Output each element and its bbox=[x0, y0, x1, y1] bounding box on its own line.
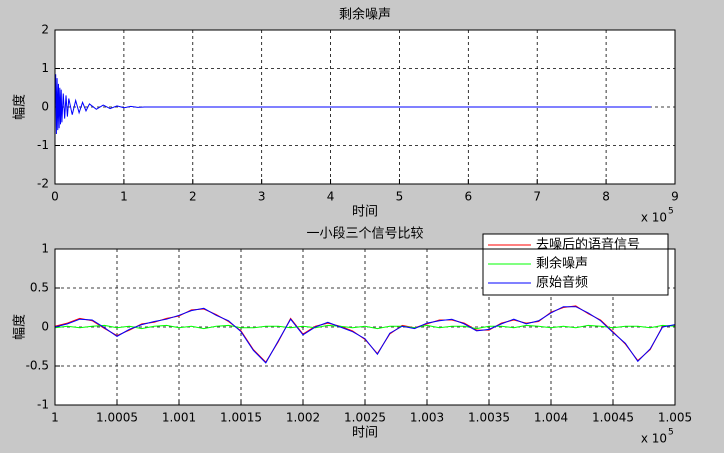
legend-label: 原始音频 bbox=[536, 275, 588, 291]
x-exponent-power: 5 bbox=[668, 428, 674, 438]
x-tick-label: 1.004 bbox=[534, 411, 568, 425]
legend-label: 剩余噪声 bbox=[536, 256, 588, 272]
x-tick-label: 3 bbox=[258, 190, 266, 204]
y-tick-label: -1 bbox=[37, 138, 49, 152]
x-tick-label: 1.0045 bbox=[592, 411, 634, 425]
axes-frame bbox=[54, 29, 676, 185]
x-exponent-base: x 10 bbox=[641, 211, 667, 225]
x-tick-label: 1.0035 bbox=[468, 411, 510, 425]
x-tick-label: 1.0015 bbox=[220, 411, 262, 425]
x-axis-label: 时间 bbox=[352, 426, 378, 441]
y-axis-label: 幅度 bbox=[12, 314, 28, 340]
x-tick-label: 1.0025 bbox=[344, 411, 386, 425]
x-axis-label: 时间 bbox=[352, 205, 378, 220]
x-tick-label: 1.001 bbox=[162, 411, 196, 425]
x-tick-label: 1.003 bbox=[410, 411, 444, 425]
line-series bbox=[54, 324, 676, 330]
x-tick-label: 1.005 bbox=[658, 411, 692, 425]
x-tick-label: 7 bbox=[533, 190, 541, 204]
x-tick-label: 5 bbox=[396, 190, 404, 204]
y-tick-label: 0 bbox=[41, 100, 49, 114]
y-tick-label: 2 bbox=[41, 23, 49, 37]
line-series bbox=[54, 74, 651, 134]
x-tick-label: 8 bbox=[602, 190, 610, 204]
y-axis-label: 幅度 bbox=[12, 94, 28, 120]
chart-title: 剩余噪声 bbox=[339, 7, 391, 23]
x-tick-label: 6 bbox=[465, 190, 473, 204]
y-tick-label: -1 bbox=[37, 398, 49, 412]
x-exponent-base: x 10 bbox=[641, 432, 667, 446]
x-tick-label: 9 bbox=[671, 190, 679, 204]
chart-title: 一小段三个信号比较 bbox=[306, 227, 423, 242]
y-tick-label: 0 bbox=[41, 320, 49, 334]
x-tick-label: 1 bbox=[51, 411, 59, 425]
axes-frame bbox=[54, 248, 676, 406]
legend-label: 去噪后的语音信号 bbox=[536, 237, 640, 253]
x-tick-label: 2 bbox=[189, 190, 197, 204]
y-tick-label: 0.5 bbox=[30, 281, 49, 295]
x-tick-label: 1.002 bbox=[286, 411, 320, 425]
line-series bbox=[54, 306, 676, 364]
y-tick-label: 1 bbox=[41, 242, 49, 256]
y-tick-label: -0.5 bbox=[26, 359, 49, 373]
x-tick-label: 4 bbox=[327, 190, 335, 204]
x-tick-label: 0 bbox=[51, 190, 59, 204]
y-tick-label: 1 bbox=[41, 61, 49, 75]
x-exponent-power: 5 bbox=[668, 207, 674, 217]
y-tick-label: -2 bbox=[37, 177, 49, 191]
x-tick-label: 1 bbox=[120, 190, 128, 204]
x-tick-label: 1.0005 bbox=[96, 411, 138, 425]
